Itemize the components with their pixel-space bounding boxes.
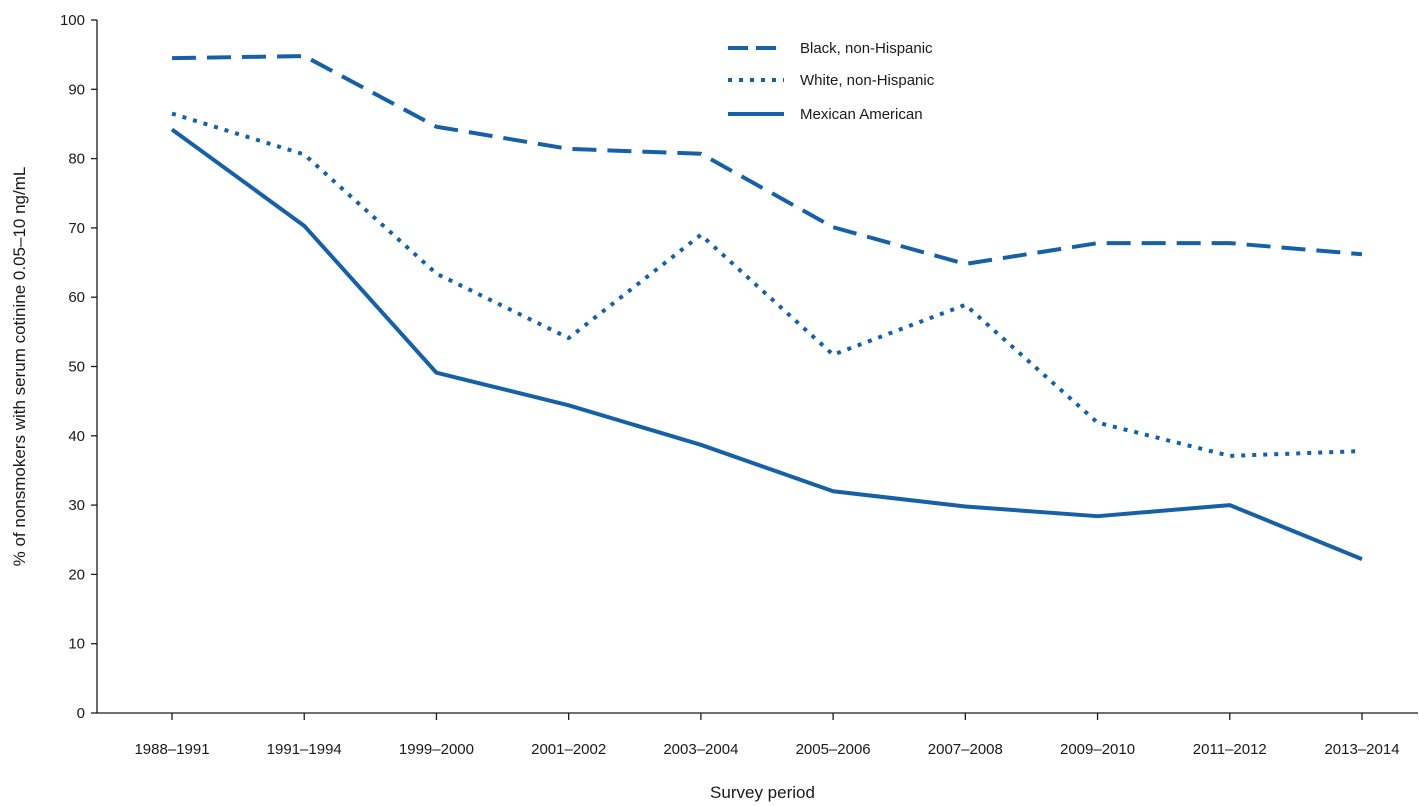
x-tick-label: 2011–2012 [1193, 741, 1267, 758]
x-tick-label: 2005–2006 [796, 741, 871, 758]
x-tick-label: 2003–2004 [663, 741, 738, 758]
legend-label: Black, non-Hispanic [800, 40, 933, 57]
x-tick-label: 2007–2008 [928, 741, 1003, 758]
legend-item: Black, non-Hispanic [728, 40, 933, 57]
x-axis-title: Survey period [710, 783, 815, 802]
y-tick-label: 70 [68, 220, 85, 237]
series-lines [170, 54, 1363, 562]
axes: 0 10 20 30 40 50 60 70 80 90 100 1988–1991 1991–1994… [60, 12, 1418, 758]
y-tick-label: 20 [68, 566, 85, 583]
legend-label: White, non-Hispanic [800, 72, 935, 89]
y-axis-title: % of nonsmokers with serum cotinine 0.05… [10, 167, 29, 567]
series-line [171, 111, 1363, 458]
y-tick-label: 100 [60, 12, 85, 29]
x-tick-label: 1991–1994 [267, 741, 342, 758]
x-tick-label: 1999–2000 [399, 741, 474, 758]
series-line [171, 54, 1363, 266]
legend-item: Mexican American [728, 106, 923, 123]
y-tick-label: 30 [68, 497, 85, 514]
y-tick-label: 40 [68, 428, 85, 445]
x-tick-label: 2009–2010 [1060, 741, 1135, 758]
y-tick-label: 0 [77, 705, 85, 722]
series-line [170, 127, 1363, 562]
y-tick-label: 10 [68, 636, 85, 653]
x-tick-label: 2001–2002 [531, 741, 606, 758]
legend: Black, non-Hispanic White, non-Hispanic Me… [728, 40, 935, 123]
y-tick-label: 90 [68, 81, 85, 98]
series-dashed [171, 54, 1363, 266]
x-tick-label: 2013–2014 [1324, 741, 1399, 758]
series-dotted [171, 111, 1363, 458]
y-tick-label: 60 [68, 289, 85, 306]
legend-label: Mexican American [800, 106, 923, 123]
series-solid [170, 127, 1363, 562]
x-tick-label: 1988–1991 [134, 741, 209, 758]
y-tick-label: 80 [68, 151, 85, 168]
legend-item: White, non-Hispanic [728, 72, 935, 89]
y-tick-label: 50 [68, 359, 85, 376]
